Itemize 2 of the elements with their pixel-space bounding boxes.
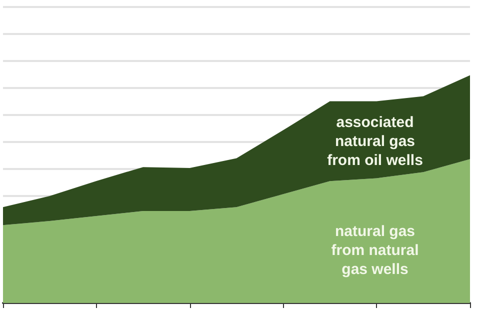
series-label: associated natural gas from oil wells — [327, 114, 423, 169]
series-label: natural gas from natural gas wells — [331, 223, 419, 278]
